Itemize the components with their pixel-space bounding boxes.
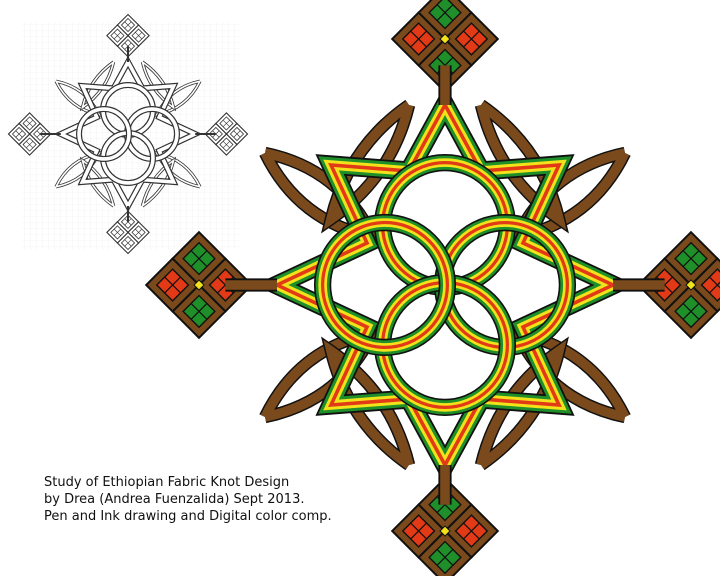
caption: Study of Ethiopian Fabric Knot Design by…: [44, 474, 332, 525]
caption-line-2: by Drea (Andrea Fuenzalida) Sept 2013.: [44, 492, 305, 507]
ethiopian-cross-knot-icon: [144, 0, 720, 576]
pencil-sketch-knot-icon: [7, 13, 249, 255]
caption-line-1: Study of Ethiopian Fabric Knot Design: [44, 475, 290, 490]
caption-line-3: Pen and Ink drawing and Digital color co…: [44, 509, 332, 524]
